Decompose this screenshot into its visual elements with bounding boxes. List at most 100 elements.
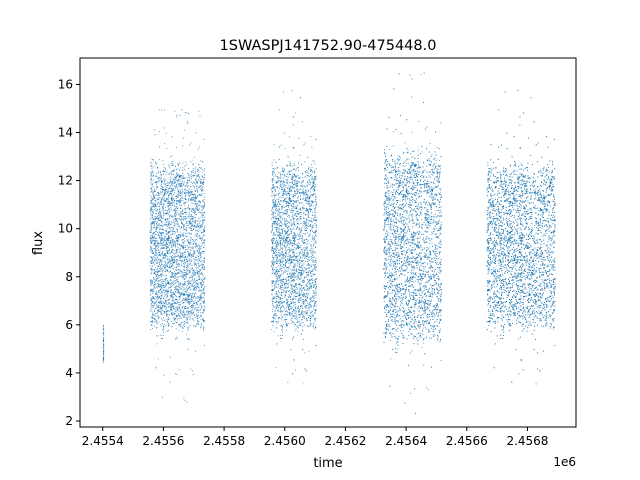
data-point [169, 182, 171, 184]
data-point [168, 174, 170, 176]
data-point [156, 162, 158, 164]
data-point [204, 219, 205, 221]
data-point [174, 223, 176, 225]
data-point [283, 314, 285, 316]
data-point [198, 323, 200, 325]
data-point [150, 289, 152, 291]
data-point [155, 335, 157, 337]
data-point [199, 201, 201, 202]
data-point [201, 222, 203, 223]
data-point [183, 283, 185, 285]
data-point [158, 193, 160, 195]
data-point [178, 318, 180, 320]
data-point [168, 325, 170, 327]
data-point [163, 301, 165, 303]
data-point [169, 192, 171, 194]
data-point [155, 293, 156, 295]
data-point [186, 307, 188, 309]
data-point [197, 256, 199, 257]
data-point [192, 255, 194, 257]
data-point [161, 282, 163, 284]
data-point [186, 318, 188, 320]
data-point [168, 261, 169, 263]
data-point [200, 294, 202, 296]
data-point [155, 207, 157, 209]
data-point [163, 274, 165, 276]
data-point [161, 287, 162, 288]
data-point [193, 325, 195, 327]
data-point [311, 209, 313, 210]
data-point [166, 230, 167, 232]
data-point [193, 281, 195, 283]
data-point [176, 289, 178, 291]
data-point [298, 242, 300, 244]
data-point [182, 210, 183, 212]
data-point [103, 337, 104, 339]
data-point [177, 271, 179, 273]
data-point [165, 275, 167, 277]
data-point [151, 291, 153, 293]
data-point [166, 238, 168, 240]
data-point [152, 251, 154, 253]
data-point [165, 245, 167, 247]
data-point [169, 258, 171, 260]
data-point [182, 245, 184, 247]
data-point [176, 276, 178, 278]
data-point [168, 250, 170, 252]
data-point [189, 221, 190, 223]
data-point [183, 241, 185, 243]
data-point [190, 233, 192, 235]
data-point [186, 260, 188, 262]
data-point [178, 214, 180, 216]
data-point [177, 181, 179, 183]
data-point [198, 265, 200, 267]
data-point [191, 208, 193, 210]
data-point [300, 290, 302, 292]
data-point [156, 226, 158, 228]
data-point [178, 202, 180, 204]
data-point [158, 224, 160, 226]
data-point [294, 312, 296, 314]
data-point [102, 351, 104, 353]
data-point [165, 282, 167, 284]
data-point [155, 297, 157, 299]
data-point [177, 264, 179, 266]
data-point [163, 200, 165, 202]
data-point [162, 206, 164, 208]
data-point [201, 286, 203, 288]
data-point [153, 191, 155, 192]
data-point [159, 235, 161, 237]
data-point [163, 331, 165, 333]
data-point [175, 314, 177, 316]
data-point [184, 321, 186, 323]
data-point [169, 356, 171, 358]
data-point [198, 218, 200, 220]
data-point [156, 262, 158, 264]
data-point [150, 280, 152, 282]
data-point [170, 210, 172, 212]
data-point [170, 206, 172, 208]
data-point [159, 265, 161, 267]
data-point [202, 301, 204, 303]
data-point [155, 315, 157, 317]
data-point [197, 220, 199, 222]
data-point [171, 240, 173, 242]
data-point [153, 256, 155, 258]
data-point [166, 210, 168, 212]
data-point [176, 223, 178, 225]
data-point [315, 283, 317, 285]
data-point [296, 221, 298, 223]
data-point [200, 259, 202, 261]
data-point [188, 207, 190, 209]
data-point [198, 271, 200, 272]
data-point [157, 218, 159, 220]
data-point [290, 255, 291, 257]
data-point [186, 123, 188, 124]
data-point [294, 214, 296, 216]
data-point [184, 192, 186, 194]
data-point [197, 286, 199, 288]
data-point [176, 280, 178, 282]
data-point [168, 208, 170, 210]
data-point [161, 218, 163, 220]
data-point [177, 239, 179, 241]
